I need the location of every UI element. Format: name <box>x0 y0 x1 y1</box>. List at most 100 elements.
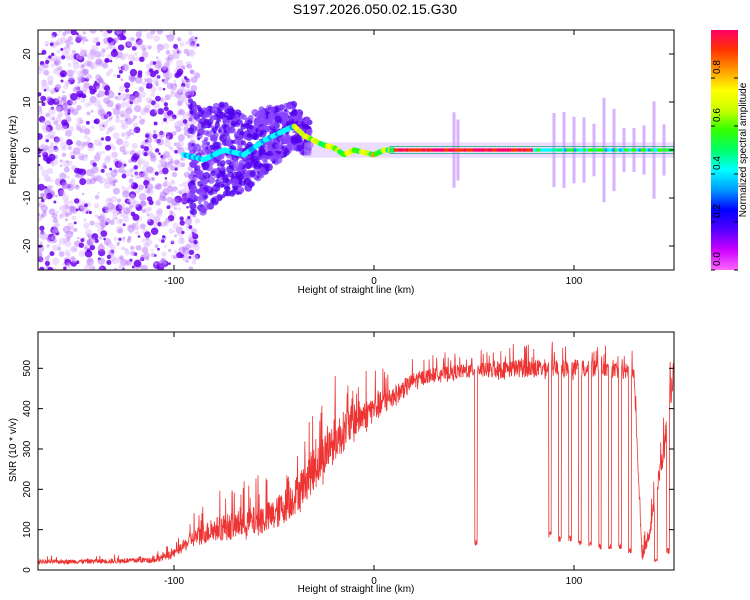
spectrogram-noise-mark <box>148 143 152 148</box>
spectrogram-x-tick: -100 <box>164 30 184 287</box>
spectrogram-noise-mark <box>97 104 103 109</box>
spectrogram-noise-mark <box>39 225 45 231</box>
spectrogram-noise-mark <box>77 89 82 94</box>
spectrogram-noise-mark <box>120 113 125 118</box>
spectrogram-noise-mark <box>97 249 106 257</box>
spectrogram-noise-mark <box>122 223 126 227</box>
spectrogram-cluster-mark <box>283 136 288 141</box>
spectrogram-noise-mark <box>155 82 159 87</box>
spectrogram-noise-mark <box>47 185 52 191</box>
spectrogram-noise-mark <box>124 198 130 204</box>
snr-y-tick: 200 <box>22 481 674 498</box>
spectrogram-noise-mark <box>129 198 136 205</box>
spectrogram-cluster-mark <box>192 106 198 113</box>
spectrogram-noise-mark <box>76 104 82 111</box>
spectrogram-noise-mark <box>120 133 125 137</box>
spectrogram-noise-mark <box>170 185 178 193</box>
spectrogram-noise-mark <box>122 31 127 35</box>
spectrogram-noise-mark <box>70 231 74 234</box>
spectrogram-noise-mark <box>46 236 53 243</box>
spectrogram-noise-mark <box>65 39 71 45</box>
spectrogram-noise-mark <box>38 183 45 191</box>
spectrogram-noise-mark <box>104 209 110 214</box>
spectrogram-noise-mark <box>130 211 136 217</box>
spectrogram-noise-mark <box>125 106 133 115</box>
spectrogram-noise-mark <box>117 227 124 234</box>
spectrogram-noise-mark <box>159 130 164 136</box>
spectrogram-noise-mark <box>176 50 180 54</box>
spectrogram-noise-mark <box>85 120 90 125</box>
spectrogram-cluster-mark <box>216 111 224 119</box>
spectrogram-cluster-mark <box>263 119 270 126</box>
spectrogram-noise-mark <box>71 166 76 171</box>
spectrogram-x-tick: 100 <box>566 30 583 287</box>
spectrogram-band-outline <box>389 146 674 154</box>
spectrogram-noise-mark <box>61 98 64 101</box>
spectrogram-noise-mark <box>57 96 61 100</box>
spectrogram-noise-mark <box>174 160 182 168</box>
spectrogram-y-tick-label: -20 <box>22 238 33 253</box>
spectrogram-noise-mark <box>127 224 135 233</box>
spectrogram-noise-mark <box>121 140 130 148</box>
spectrogram-noise-mark <box>66 81 71 85</box>
spectrogram-cluster-mark <box>283 147 289 154</box>
spectrogram-noise-mark <box>170 88 176 94</box>
spectrogram-noise-mark <box>62 208 68 214</box>
spectrogram-noise-mark <box>118 237 122 241</box>
spectrogram-noise-mark <box>167 185 174 192</box>
spectrogram-noise-mark <box>111 151 118 158</box>
spectrogram-noise-mark <box>57 113 62 119</box>
spectrogram-noise-mark <box>111 183 115 187</box>
spectrogram-noise-mark <box>100 121 108 129</box>
spectrogram-noise-mark <box>179 85 185 91</box>
spectrogram-noise-mark <box>158 159 163 164</box>
spectrogram-noise-mark <box>63 47 66 50</box>
spectrogram-noise-mark <box>152 129 157 134</box>
spectrogram-noise-mark <box>45 87 50 92</box>
spectrogram-noise-mark <box>63 199 70 206</box>
spectrogram-noise-mark <box>180 88 187 95</box>
spectrogram-noise-mark <box>155 64 159 69</box>
spectrogram-noise-mark <box>185 61 189 65</box>
spectrogram-noise-mark <box>161 66 168 74</box>
spectrogram-noise-mark <box>184 88 192 96</box>
spectrogram-noise-mark <box>116 115 120 119</box>
spectrogram-cluster-mark <box>290 137 299 145</box>
spectrogram-cluster-mark <box>219 102 225 108</box>
spectrogram-cluster-mark <box>187 142 193 147</box>
spectrogram-noise-mark <box>176 68 184 76</box>
spectrogram-noise-mark <box>45 56 50 61</box>
spectrogram-cluster-mark <box>200 118 205 123</box>
spectrogram-noise-mark <box>154 171 159 176</box>
spectrogram-noise-mark <box>166 196 173 204</box>
spectrogram-noise-mark <box>134 92 141 99</box>
spectrogram-cluster-mark <box>187 127 195 134</box>
spectrogram-noise-mark <box>187 166 193 172</box>
spectrogram-noise-mark <box>97 151 103 157</box>
spectrogram-noise-mark <box>78 117 82 121</box>
spectrogram-noise-mark <box>103 165 107 169</box>
spectrogram-noise-mark <box>158 260 166 268</box>
spectrogram-noise-mark <box>152 133 158 139</box>
spectrogram-noise-mark <box>52 117 55 121</box>
spectrogram-noise-mark <box>134 76 143 84</box>
spectrogram-noise-mark <box>65 114 71 120</box>
spectrogram-noise-mark <box>51 212 58 219</box>
spectrogram-noise-mark <box>185 84 190 89</box>
spectrogram-noise-mark <box>60 79 64 83</box>
spectrogram-noise-mark <box>72 50 76 54</box>
spectrogram-noise-mark <box>176 142 182 148</box>
spectrogram-noise-mark <box>123 247 126 251</box>
spectrogram-noise-mark <box>98 266 104 270</box>
spectrogram-noise-mark <box>106 113 110 117</box>
spectrogram-noise-mark <box>56 66 59 69</box>
spectrogram-noise-mark <box>167 154 173 161</box>
spectrogram-noise-mark <box>83 222 90 229</box>
spectrogram-noise-mark <box>160 160 168 168</box>
spectrogram-noise-mark <box>71 246 78 252</box>
spectrogram-noise-mark <box>112 180 116 184</box>
spectrogram-noise-mark <box>38 66 43 75</box>
spectrogram-noise-mark <box>143 104 151 112</box>
spectrogram-noise-mark <box>177 97 185 104</box>
spectrogram-noise-mark <box>61 124 67 131</box>
